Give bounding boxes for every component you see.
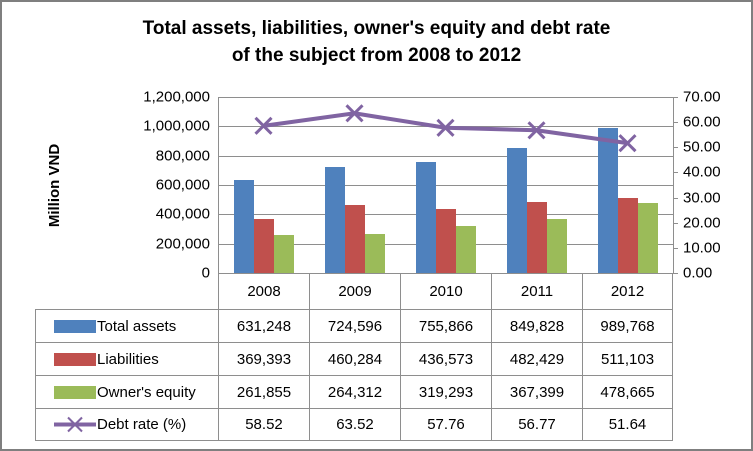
table-value-owner-s-equity-2009: 264,312 <box>309 375 400 408</box>
line-series-debt-rate <box>254 104 637 153</box>
table-value-liabilities-2008: 369,393 <box>218 342 309 375</box>
bar-liabilities-2010 <box>435 208 456 273</box>
secondary-axis-tick-label: 10.00 <box>683 239 721 257</box>
bar-owner-s-equity-2009 <box>364 234 385 273</box>
category-label-2010: 2010 <box>400 273 491 309</box>
bar-liabilities-2009 <box>344 205 365 273</box>
legend-line-marker-debt-rate <box>54 416 96 433</box>
table-value-owner-s-equity-2008: 261,855 <box>218 375 309 408</box>
primary-axis-tick-label: 200,000 <box>155 235 210 253</box>
table-value-debt-rate-2008: 58.52 <box>218 408 309 441</box>
secondary-axis-tick-label: 50.00 <box>683 138 721 156</box>
primary-axis-tick-label: 1,000,000 <box>143 117 210 135</box>
chart-title-line2: of the subject from 2008 to 2012 <box>231 45 522 66</box>
bar-owner-s-equity-2010 <box>455 226 476 273</box>
primary-axis-title: Million VND <box>44 97 66 273</box>
legend-label-liabilities: Liabilities <box>97 350 159 368</box>
secondary-axis-tick <box>673 247 678 249</box>
table-value-debt-rate-2011: 56.77 <box>491 408 582 441</box>
table-value-liabilities-2010: 436,573 <box>400 342 491 375</box>
bar-total-assets-2008 <box>233 180 254 273</box>
legend-swatch-liabilities <box>54 352 96 366</box>
secondary-axis-tick <box>673 97 678 98</box>
table-value-total-assets-2010: 755,866 <box>400 309 491 342</box>
gridline <box>218 273 673 274</box>
secondary-axis-tick <box>673 273 678 274</box>
primary-axis-tick-label: 1,200,000 <box>143 88 210 106</box>
table-value-total-assets-2011: 849,828 <box>491 309 582 342</box>
legend-item-debt-rate: Debt rate (%) <box>35 408 218 441</box>
legend-label-owner-s-equity: Owner's equity <box>97 383 196 401</box>
legend-label-total-assets: Total assets <box>97 317 177 335</box>
table-value-liabilities-2012: 511,103 <box>582 342 673 375</box>
table-value-debt-rate-2009: 63.52 <box>309 408 400 441</box>
secondary-axis-line <box>673 97 674 273</box>
legend-label-debt-rate: Debt rate (%) <box>97 416 187 433</box>
primary-axis-tick-label: 800,000 <box>155 147 210 165</box>
bar-owner-s-equity-2011 <box>546 219 567 273</box>
category-label-2011: 2011 <box>491 273 582 309</box>
bar-liabilities-2008 <box>253 218 274 273</box>
table-value-total-assets-2008: 631,248 <box>218 309 309 342</box>
table-value-total-assets-2012: 989,768 <box>582 309 673 342</box>
category-label-2009: 2009 <box>309 273 400 309</box>
bar-total-assets-2010 <box>415 162 436 273</box>
category-label-2012: 2012 <box>582 273 673 309</box>
table-value-owner-s-equity-2011: 367,399 <box>491 375 582 408</box>
primary-axis-tick-label: 0 <box>201 264 210 282</box>
secondary-axis-tick-label: 70.00 <box>683 88 721 106</box>
category-label-2008: 2008 <box>218 273 309 309</box>
gridline <box>218 185 673 186</box>
bar-total-assets-2011 <box>506 148 527 273</box>
bar-liabilities-2011 <box>526 202 547 273</box>
bar-owner-s-equity-2008 <box>273 234 294 273</box>
secondary-axis-tick-label: 0.00 <box>683 264 713 282</box>
secondary-axis-tick <box>673 197 678 199</box>
bar-total-assets-2012 <box>597 127 618 273</box>
legend-swatch-total-assets <box>54 319 96 333</box>
secondary-axis-tick-label: 20.00 <box>683 214 721 232</box>
table-value-owner-s-equity-2012: 478,665 <box>582 375 673 408</box>
bar-owner-s-equity-2012 <box>637 202 658 273</box>
table-value-liabilities-2011: 482,429 <box>491 342 582 375</box>
legend-item-owner-s-equity: Owner's equity <box>35 375 218 408</box>
table-value-debt-rate-2012: 51.64 <box>582 408 673 441</box>
legend-item-total-assets: Total assets <box>35 309 218 342</box>
primary-axis-tick-label: 400,000 <box>155 205 210 223</box>
chart-title-line1: Total assets, liabilities, owner's equit… <box>142 18 611 39</box>
primary-axis-tick-label: 600,000 <box>155 176 210 194</box>
table-value-owner-s-equity-2010: 319,293 <box>400 375 491 408</box>
secondary-axis-tick-label: 30.00 <box>683 189 721 207</box>
table-value-debt-rate-2010: 57.76 <box>400 408 491 441</box>
secondary-axis-tick <box>673 122 678 124</box>
secondary-axis-tick-label: 40.00 <box>683 163 721 181</box>
secondary-axis-tick-label: 60.00 <box>683 113 721 131</box>
table-value-total-assets-2009: 724,596 <box>309 309 400 342</box>
secondary-axis-tick <box>673 147 678 149</box>
chart-title: Total assets, liabilities, owner's equit… <box>2 15 751 69</box>
table-value-liabilities-2009: 460,284 <box>309 342 400 375</box>
bar-total-assets-2009 <box>324 166 345 273</box>
primary-axis-title-text: Million VND <box>46 143 64 227</box>
secondary-axis-tick <box>673 172 678 174</box>
legend-item-liabilities: Liabilities <box>35 342 218 375</box>
primary-axis-line <box>218 97 219 273</box>
gridline <box>218 155 673 157</box>
gridline <box>218 97 673 98</box>
secondary-axis-tick <box>673 222 678 224</box>
bar-liabilities-2012 <box>617 198 638 273</box>
legend-swatch-owner-s-equity <box>54 385 96 399</box>
